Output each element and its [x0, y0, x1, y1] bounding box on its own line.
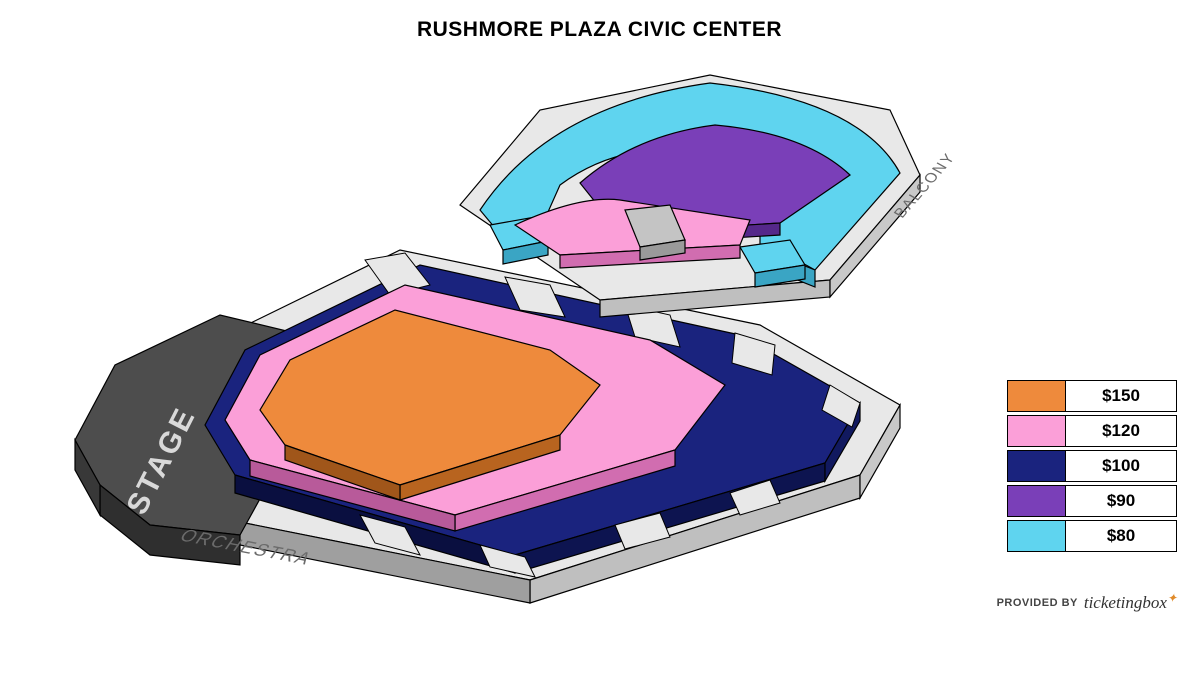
attribution-brand: ticketingbox✦ — [1084, 593, 1177, 613]
legend-row-90: $90 — [1007, 485, 1177, 517]
brand-part-b: box — [1142, 593, 1167, 612]
legend-label-80: $80 — [1066, 521, 1176, 551]
brand-part-a: ticketing — [1084, 593, 1143, 612]
attribution: PROVIDED BY ticketingbox✦ — [997, 593, 1177, 613]
brand-star-icon: ✦ — [1167, 591, 1177, 605]
legend-row-120: $120 — [1007, 415, 1177, 447]
attribution-prefix: PROVIDED BY — [997, 597, 1078, 609]
legend-row-80: $80 — [1007, 520, 1177, 552]
legend-label-100: $100 — [1066, 451, 1176, 481]
venue-title: RUSHMORE PLAZA CIVIC CENTER — [0, 18, 1199, 42]
legend-row-100: $100 — [1007, 450, 1177, 482]
price-legend: $150 $120 $100 $90 $80 — [1007, 380, 1177, 555]
legend-row-150: $150 — [1007, 380, 1177, 412]
legend-swatch-150 — [1008, 381, 1066, 411]
legend-label-90: $90 — [1066, 486, 1176, 516]
legend-swatch-80 — [1008, 521, 1066, 551]
legend-label-150: $150 — [1066, 381, 1176, 411]
seating-svg: STAGE — [60, 55, 960, 615]
seating-diagram: STAGE — [60, 55, 960, 615]
legend-swatch-90 — [1008, 486, 1066, 516]
legend-swatch-100 — [1008, 451, 1066, 481]
legend-label-120: $120 — [1066, 416, 1176, 446]
legend-swatch-120 — [1008, 416, 1066, 446]
